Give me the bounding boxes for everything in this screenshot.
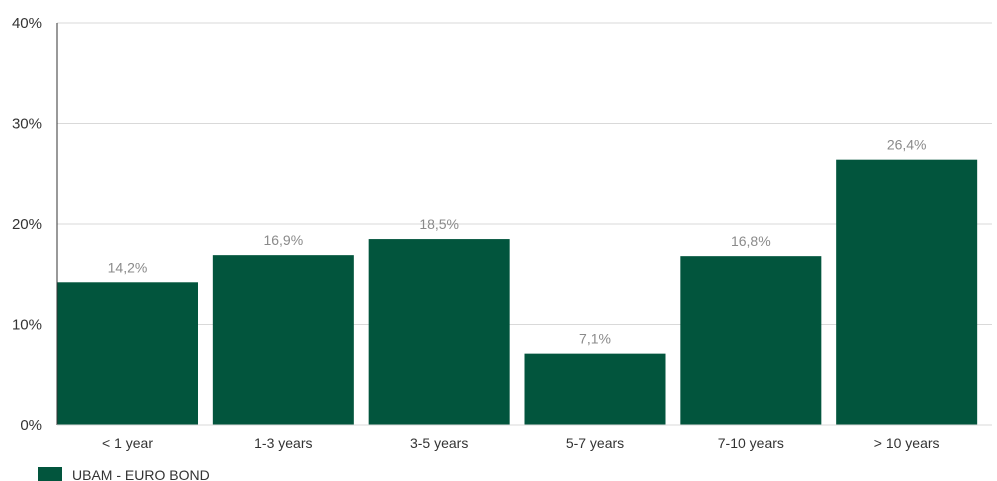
category-label: 3-5 years bbox=[410, 435, 468, 451]
y-tick-label: 10% bbox=[12, 317, 42, 334]
legend-swatch bbox=[38, 467, 62, 481]
data-label: 16,8% bbox=[731, 233, 771, 249]
bar bbox=[212, 255, 354, 425]
category-label: < 1 year bbox=[102, 435, 153, 451]
category-label: 7-10 years bbox=[718, 435, 784, 451]
category-label: > 10 years bbox=[874, 435, 940, 451]
y-tick-label: 30% bbox=[12, 116, 42, 133]
data-label: 16,9% bbox=[263, 232, 303, 248]
y-axis-tick-labels: 0% 10% 20% 30% 40% bbox=[12, 15, 42, 434]
data-label: 7,1% bbox=[579, 331, 611, 347]
bar bbox=[368, 239, 510, 425]
data-label: 14,2% bbox=[108, 259, 148, 275]
legend-label: UBAM - EURO BOND bbox=[72, 467, 210, 481]
data-labels: 14,2% 16,9% 18,5% 7,1% 16,8% 26,4% bbox=[108, 137, 927, 347]
bar bbox=[524, 353, 666, 425]
data-label: 18,5% bbox=[419, 216, 459, 232]
legend: UBAM - EURO BOND bbox=[38, 467, 210, 481]
bar bbox=[680, 256, 822, 425]
category-label: 1-3 years bbox=[254, 435, 312, 451]
y-tick-label: 20% bbox=[12, 216, 42, 233]
y-tick-label: 0% bbox=[20, 417, 42, 434]
category-labels: < 1 year 1-3 years 3-5 years 5-7 years 7-10 … bbox=[102, 435, 940, 451]
bar bbox=[57, 282, 198, 425]
category-label: 5-7 years bbox=[566, 435, 624, 451]
bar bbox=[836, 159, 978, 425]
y-tick-label: 40% bbox=[12, 15, 42, 32]
bars bbox=[57, 159, 978, 425]
data-label: 26,4% bbox=[887, 137, 927, 153]
